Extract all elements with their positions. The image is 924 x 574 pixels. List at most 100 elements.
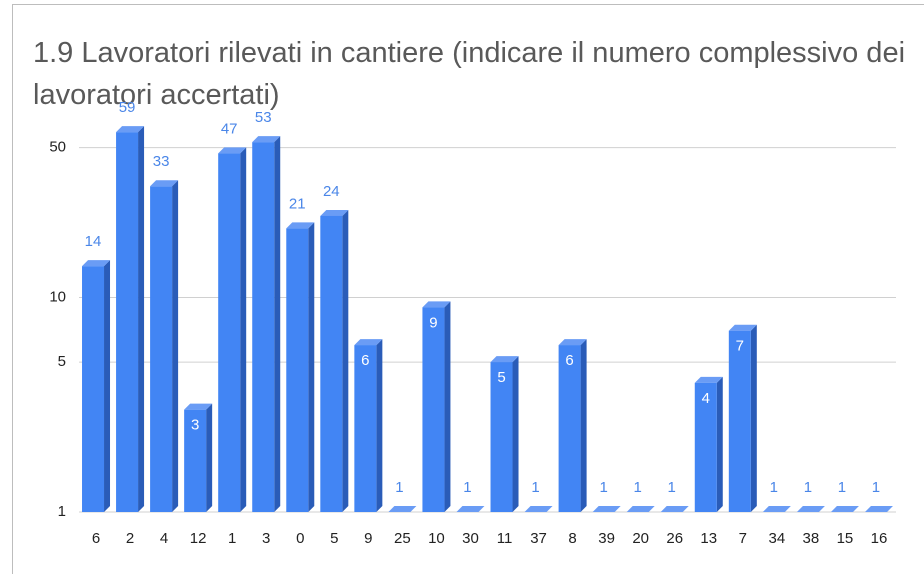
data-label: 47: [221, 120, 238, 137]
data-label: 1: [804, 479, 812, 496]
bar-top: [558, 339, 587, 346]
data-label: 1: [463, 479, 471, 496]
y-tick-label: 5: [58, 353, 66, 370]
bar-side: [138, 126, 145, 512]
x-tick-label: 13: [700, 530, 717, 547]
data-label: 59: [119, 99, 136, 116]
data-label: 6: [565, 352, 573, 369]
bar-side: [308, 222, 315, 512]
bar-top: [490, 356, 519, 363]
bar: [218, 153, 241, 512]
bar: [184, 409, 207, 512]
x-tick-label: 9: [364, 530, 372, 547]
bar-top: [388, 506, 417, 512]
x-tick-label: 16: [871, 530, 888, 547]
y-tick-label: 50: [49, 139, 66, 156]
bar-top: [286, 222, 315, 229]
bar: [490, 362, 513, 512]
x-tick-label: 2: [126, 530, 134, 547]
y-tick-label: 1: [58, 503, 66, 520]
bar-top: [592, 506, 621, 512]
bar-side: [342, 209, 349, 512]
x-tick-label: 3: [262, 530, 270, 547]
bar: [116, 132, 139, 513]
x-tick-label: 11: [497, 530, 513, 547]
bar: [354, 345, 377, 512]
x-tick-label: 39: [598, 530, 615, 547]
data-label: 4: [702, 390, 710, 407]
y-tick-label: 10: [49, 288, 66, 305]
bar-side: [512, 356, 519, 512]
x-tick-label: 6: [92, 530, 100, 547]
chart-title: 1.9 Lavoratori rilevati in cantiere (ind…: [33, 37, 906, 111]
bar-side: [376, 339, 383, 512]
x-tick-label: 30: [462, 530, 479, 547]
data-label: 3: [191, 417, 199, 434]
bar-top: [252, 136, 281, 143]
x-tick-label: 34: [769, 530, 786, 547]
bar-side: [172, 180, 179, 513]
x-tick-label: 38: [803, 530, 820, 547]
bar-side: [750, 324, 757, 512]
bar-side: [580, 339, 587, 512]
bar: [320, 215, 343, 512]
bar-top: [150, 180, 179, 187]
bar: [558, 345, 581, 512]
bar-side: [206, 403, 213, 512]
x-tick-label: 5: [330, 530, 338, 547]
x-tick-label: 0: [296, 530, 304, 547]
bar-top: [762, 506, 791, 512]
data-label: 1: [872, 479, 880, 496]
bar-top: [218, 147, 247, 154]
data-label: 1: [634, 479, 642, 496]
bar-top: [422, 301, 451, 308]
data-label: 1: [531, 479, 539, 496]
data-label: 24: [323, 183, 340, 200]
bar: [422, 307, 445, 512]
x-tick-label: 25: [394, 530, 411, 547]
bar: [150, 186, 173, 513]
data-label: 1: [599, 479, 607, 496]
bar-top: [82, 260, 111, 267]
bar-top: [830, 506, 859, 512]
data-label: 1: [770, 479, 778, 496]
bar-side: [444, 301, 451, 512]
bar-top: [626, 506, 655, 512]
x-tick-label: 4: [160, 530, 168, 547]
bar-top: [660, 506, 689, 512]
bar: [252, 142, 275, 512]
bar-top: [728, 324, 757, 331]
bar: [694, 382, 717, 512]
x-tick-label: 20: [632, 530, 649, 547]
data-label: 33: [153, 153, 170, 170]
chart-frame: [12, 4, 924, 574]
bar-side: [716, 376, 723, 512]
bar-side: [104, 260, 111, 512]
bar: [286, 228, 309, 512]
bar-top: [694, 376, 723, 383]
bar-top: [796, 506, 825, 512]
bar: [728, 330, 751, 512]
x-tick-label: 10: [428, 530, 445, 547]
x-tick-label: 15: [837, 530, 854, 547]
bar-side: [240, 147, 247, 512]
bar: [82, 266, 105, 512]
data-label: 9: [429, 314, 437, 331]
data-label: 1: [838, 479, 846, 496]
data-label: 21: [289, 195, 306, 212]
bar-top: [320, 209, 349, 216]
data-label: 5: [497, 369, 505, 386]
bar-top: [864, 506, 893, 512]
x-tick-label: 7: [739, 530, 747, 547]
data-label: 1: [668, 479, 676, 496]
data-label: 1: [395, 479, 403, 496]
bar-top: [456, 506, 485, 512]
x-tick-label: 8: [568, 530, 576, 547]
x-tick-label: 26: [666, 530, 683, 547]
x-tick-label: 12: [190, 530, 207, 547]
bar-top: [184, 403, 213, 410]
bar-top: [354, 339, 383, 346]
x-tick-label: 37: [530, 530, 547, 547]
data-label: 7: [736, 338, 744, 355]
